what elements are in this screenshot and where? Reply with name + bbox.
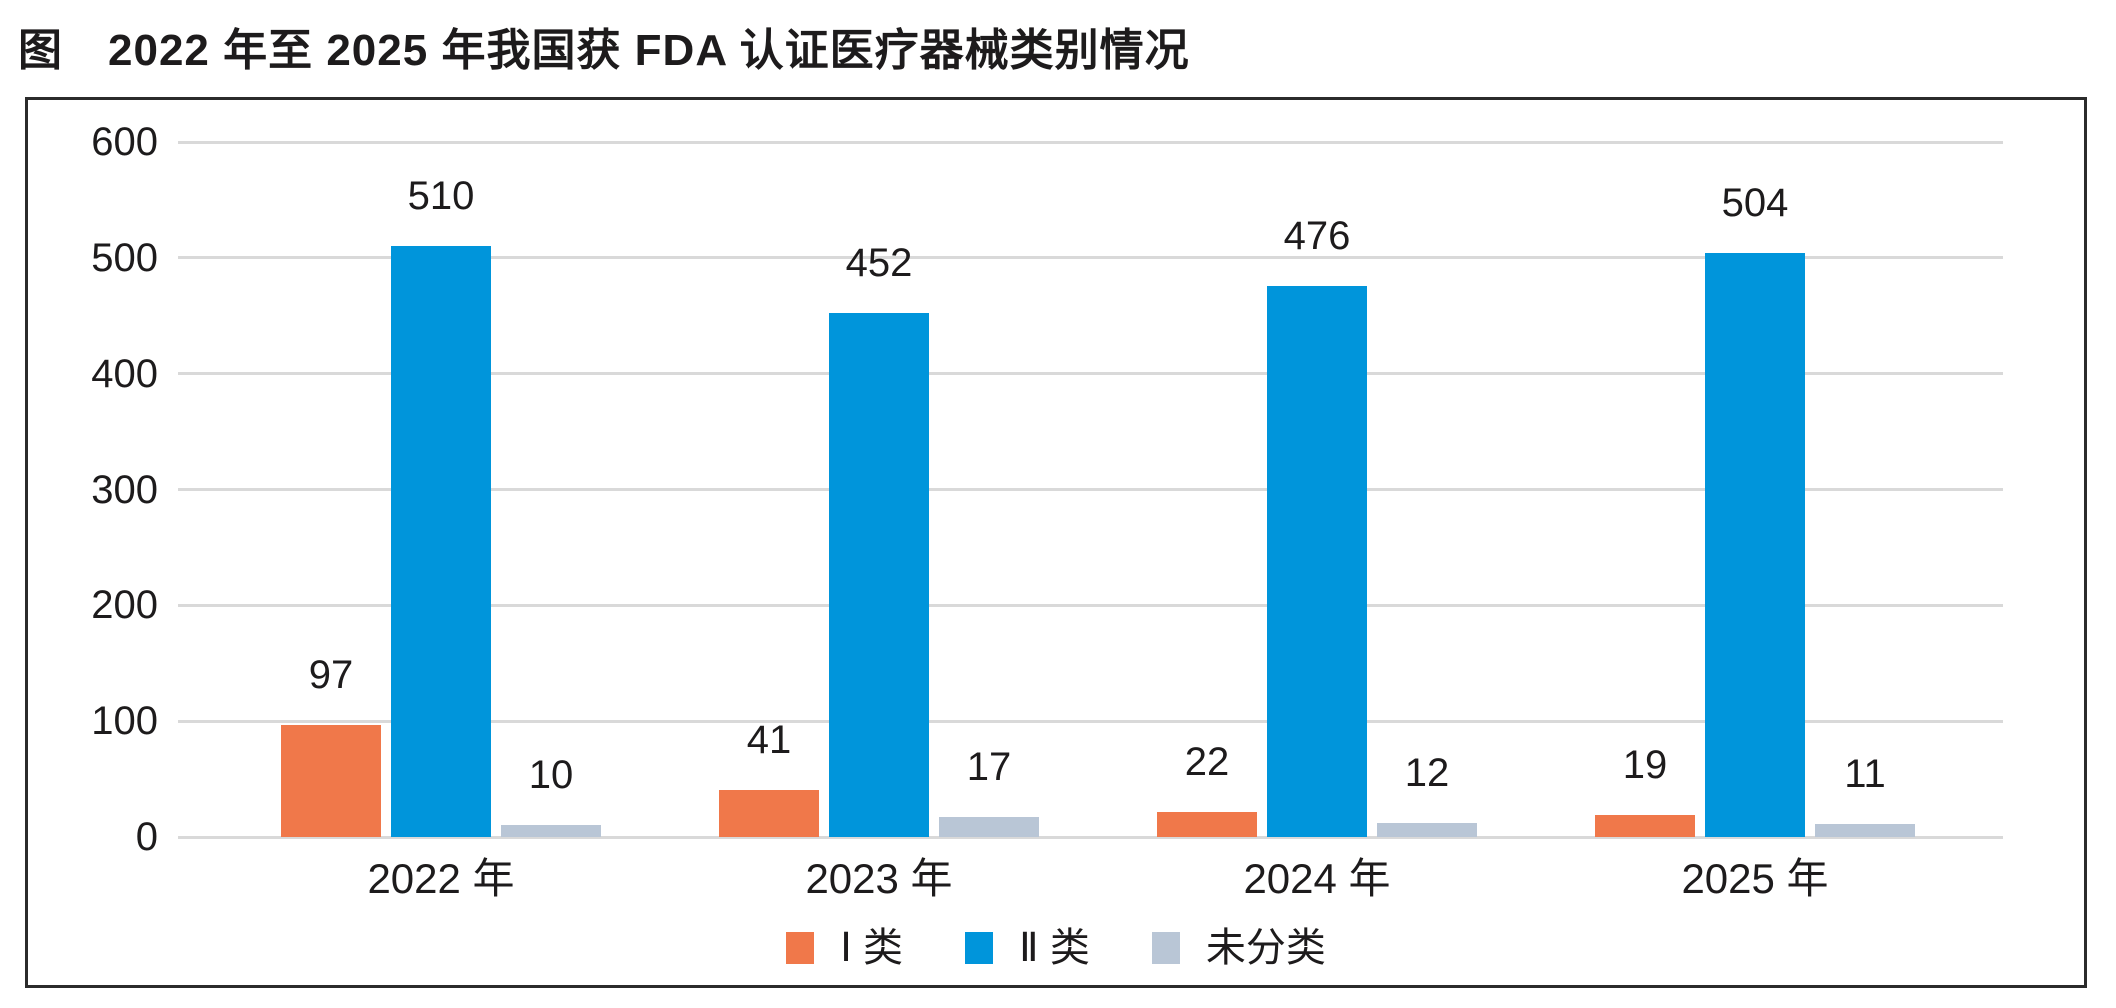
x-axis-tick-label: 2023 年 [805,855,953,902]
x-axis-tick-label: 2022 年 [367,855,515,902]
bar-value-label: 452 [845,241,913,286]
bar-class1 [1157,811,1257,837]
gridline [178,603,2003,607]
gridline [178,372,2003,376]
legend-label: Ⅰ 类 [840,926,904,970]
bar-class2 [1705,253,1805,837]
chart-plot-area: 97 510 10 41 452 17 22 476 12 19 504 11 0 100 200 300 4… [25,97,2087,988]
gridline [178,719,2003,723]
gridline [178,488,2003,491]
bar-value-label: 504 [1721,181,1789,226]
y-axis-tick-label: 400 [91,351,158,396]
y-axis-tick-label: 500 [91,235,158,280]
bar-unclassified [1815,824,1915,837]
bar-value-label: 11 [1844,752,1886,797]
gridline [178,835,2003,839]
bar-value-label: 12 [1404,751,1450,796]
bar-class1 [719,789,819,837]
bar-class2 [829,313,929,837]
bar-unclassified [939,817,1039,837]
bar-class2 [1267,285,1367,837]
legend-swatch [1151,932,1180,964]
bar-unclassified [501,825,601,837]
bar-class1 [1595,815,1695,837]
bar-value-label: 97 [308,652,354,697]
gridline [178,256,2003,260]
y-axis-tick-label: 300 [91,467,158,512]
legend-swatch [965,932,994,964]
bar-value-label: 41 [746,717,792,762]
bar-value-label: 17 [966,745,1012,790]
bar-class2 [391,246,491,837]
legend-item: Ⅰ 类 [786,928,903,968]
legend-label: 未分类 [1205,926,1326,970]
y-axis-tick-label: 200 [91,583,158,628]
bar-value-label: 10 [528,753,574,798]
y-axis-tick-label: 100 [91,699,158,744]
bar-value-label: 476 [1283,213,1351,258]
chart-title: 图 2022 年至 2025 年我国获 FDA 认证医疗器械类别情况 [18,26,1190,75]
y-axis-tick-label: 0 [135,815,158,859]
legend-item: Ⅱ 类 [965,928,1090,968]
legend: Ⅰ 类 Ⅱ 类 未分类 [28,928,2084,968]
x-axis-tick-label: 2025 年 [1681,855,1829,902]
bar-value-label: 19 [1622,743,1668,787]
bar-value-label: 510 [407,174,475,219]
bar-value-label: 22 [1184,739,1230,784]
bar-unclassified [1377,823,1477,837]
bar-class1 [281,724,381,837]
legend-swatch [786,932,815,964]
gridline [178,140,2003,144]
legend-label: Ⅱ 类 [1019,926,1090,970]
legend-item: 未分类 [1151,926,1326,970]
x-axis-tick-label: 2024 年 [1243,855,1391,902]
y-axis-tick-label: 600 [91,120,158,164]
